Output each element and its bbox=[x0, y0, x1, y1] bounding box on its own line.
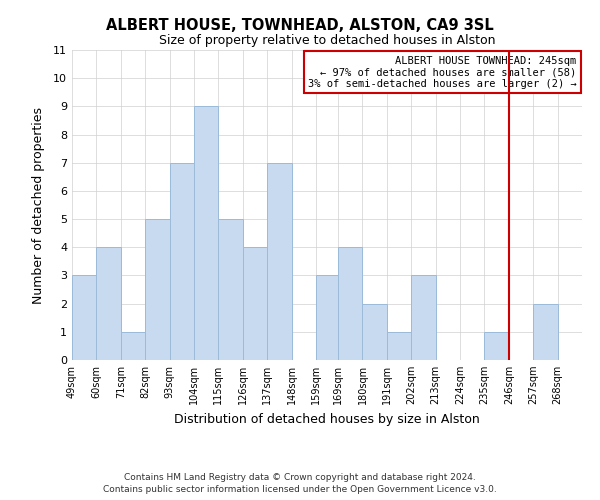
Bar bbox=[72, 276, 97, 360]
Title: Size of property relative to detached houses in Alston: Size of property relative to detached ho… bbox=[159, 34, 495, 48]
Bar bbox=[387, 332, 411, 360]
Bar bbox=[484, 332, 509, 360]
Bar bbox=[170, 162, 194, 360]
Bar bbox=[145, 219, 170, 360]
Bar bbox=[243, 248, 267, 360]
Y-axis label: Number of detached properties: Number of detached properties bbox=[32, 106, 45, 304]
Bar bbox=[316, 276, 340, 360]
Bar bbox=[362, 304, 387, 360]
Text: ALBERT HOUSE TOWNHEAD: 245sqm
← 97% of detached houses are smaller (58)
3% of se: ALBERT HOUSE TOWNHEAD: 245sqm ← 97% of d… bbox=[308, 56, 577, 89]
Bar bbox=[121, 332, 145, 360]
Bar bbox=[194, 106, 218, 360]
Bar bbox=[411, 276, 436, 360]
Bar bbox=[533, 304, 557, 360]
Bar bbox=[338, 248, 362, 360]
Bar bbox=[218, 219, 243, 360]
X-axis label: Distribution of detached houses by size in Alston: Distribution of detached houses by size … bbox=[174, 412, 480, 426]
Bar bbox=[267, 162, 292, 360]
Text: Contains HM Land Registry data © Crown copyright and database right 2024.
Contai: Contains HM Land Registry data © Crown c… bbox=[103, 472, 497, 494]
Bar bbox=[97, 248, 121, 360]
Text: ALBERT HOUSE, TOWNHEAD, ALSTON, CA9 3SL: ALBERT HOUSE, TOWNHEAD, ALSTON, CA9 3SL bbox=[106, 18, 494, 32]
